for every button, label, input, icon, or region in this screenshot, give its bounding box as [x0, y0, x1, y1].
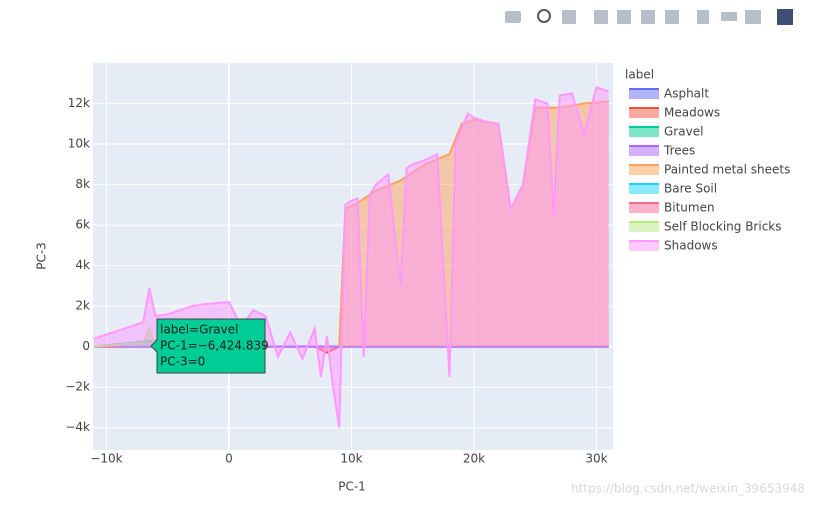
legend-label[interactable]: Gravel: [664, 125, 703, 139]
area-line: [93, 86, 610, 428]
legend-swatch: [629, 108, 659, 118]
legend-label[interactable]: Shadows: [664, 239, 718, 253]
tooltip-line: PC-3=0: [160, 355, 205, 369]
legend-swatch: [629, 241, 659, 251]
legend-swatch: [629, 222, 659, 232]
y-tick-label: 8k: [75, 177, 90, 191]
y-tick-label: 12k: [68, 96, 90, 110]
legend-label[interactable]: Meadows: [664, 106, 720, 120]
legend-swatch: [629, 165, 659, 175]
pan-icon[interactable]: [562, 10, 576, 24]
legend-title: label: [625, 68, 654, 82]
tooltip-box: [150, 318, 266, 374]
tooltip-line: PC-1=−6,424.839: [160, 339, 269, 353]
zoom-in-icon[interactable]: [594, 10, 608, 24]
y-tick-label: 6k: [75, 218, 90, 232]
tooltip-line: label=Gravel: [160, 323, 238, 337]
y-tick-label: −2k: [65, 380, 90, 394]
x-tick-label: 10k: [340, 452, 362, 466]
y-tick-label: 10k: [68, 137, 90, 151]
legend-swatch: [629, 146, 659, 156]
legend-label[interactable]: Painted metal sheets: [664, 163, 790, 177]
legend-swatch: [629, 184, 659, 194]
toolbar: [505, 9, 793, 25]
legend-swatch: [629, 89, 659, 99]
x-tick-label: 30k: [585, 452, 607, 466]
camera-icon[interactable]: [505, 11, 521, 23]
legend-label[interactable]: Trees: [663, 144, 695, 158]
legend-swatch: [629, 203, 659, 213]
x-axis-title: PC-1: [338, 480, 366, 494]
zoom-out-icon[interactable]: [617, 10, 631, 24]
x-tick-label: 0: [225, 452, 233, 466]
legend-label[interactable]: Bare Soil: [664, 182, 717, 196]
plotly-logo[interactable]: [777, 9, 793, 25]
legend-label[interactable]: Asphalt: [664, 87, 709, 101]
spike-icon[interactable]: [697, 10, 709, 24]
x-tick-label: −10k: [90, 452, 122, 466]
y-tick-label: 4k: [75, 258, 90, 272]
zoom-icon[interactable]: [537, 9, 551, 23]
hover-compare-icon[interactable]: [745, 10, 761, 24]
legend-label[interactable]: Self Blocking Bricks: [664, 220, 782, 234]
y-tick-label: −4k: [65, 420, 90, 434]
reset-icon[interactable]: [665, 10, 679, 24]
legend-swatch: [629, 127, 659, 137]
tooltip: label=Gravel PC-1=−6,424.839 PC-3=0: [150, 318, 269, 374]
x-tick-label: 20k: [463, 452, 485, 466]
y-tick-label: 0: [82, 339, 90, 353]
legend-label[interactable]: Bitumen: [664, 201, 715, 215]
y-tick-label: 2k: [75, 299, 90, 313]
autoscale-icon[interactable]: [641, 10, 655, 24]
y-axis-title: PC-3: [35, 242, 49, 270]
watermark: https://blog.csdn.net/weixin_39653948: [571, 482, 805, 496]
hover-closest-icon[interactable]: [721, 12, 737, 21]
